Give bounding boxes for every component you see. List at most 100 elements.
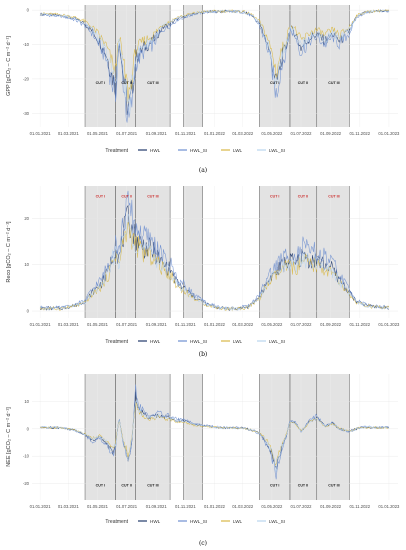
y-axis-label: Reco [gCO₂ – C m⁻² d⁻¹]	[6, 221, 12, 283]
legend-entry: LWL_SI	[269, 519, 285, 524]
shaded-range	[183, 186, 203, 318]
x-tick-label: 01.07.2021	[116, 504, 138, 509]
legend: Treatment HWL HWL_SI LWL LWL_SI	[105, 519, 285, 525]
shaded-range	[259, 374, 291, 500]
legend-entry: HWL_SI	[190, 148, 207, 153]
x-tick-label: 01.11.2021	[175, 131, 196, 136]
y-tick-label: 20	[24, 216, 29, 221]
shaded-range	[135, 374, 171, 500]
legend-entry: HWL	[150, 519, 161, 524]
x-tick-label: 01.05.2022	[261, 322, 283, 327]
shaded-range	[290, 5, 317, 127]
x-tick-label: 01.03.2021	[58, 322, 80, 327]
x-tick-label: 01.05.2021	[87, 131, 109, 136]
y-tick-label: -30	[23, 111, 30, 116]
cut-label: CUT II	[121, 81, 131, 85]
legend-title: Treatment	[105, 519, 128, 525]
series-line-lwl_si	[40, 213, 390, 312]
legend-entry: LWL	[233, 519, 243, 524]
cut-label: CUT I	[96, 81, 105, 85]
panel-caption: (c)	[199, 540, 207, 547]
y-tick-label: -20	[23, 76, 30, 81]
series-line-lwl_si	[40, 9, 390, 115]
panel-c: CUT I CUT II CUT III CUT I CUT II CUT III 10 0 -…	[6, 374, 400, 547]
cut-label: CUT I	[96, 483, 105, 487]
panel-caption: (b)	[199, 351, 208, 358]
cut-label: CUT I	[96, 195, 105, 199]
y-tick-label: 0	[27, 309, 30, 314]
x-tick-label: 01.09.2021	[146, 131, 168, 136]
panel-a: CUT I CUT II CUT III CUT I CUT II CUT III 0 -10…	[6, 5, 400, 174]
shaded-range	[316, 374, 350, 500]
shaded-range	[290, 186, 317, 318]
legend-title: Treatment	[105, 148, 128, 154]
shaded-range	[183, 5, 203, 127]
x-tick-label: 01.09.2022	[320, 131, 342, 136]
y-tick-label: -10	[23, 454, 30, 459]
series-line-lwl	[40, 9, 390, 103]
x-tick-label: 01.01.2022	[204, 131, 226, 136]
x-tick-label: 01.03.2021	[58, 131, 80, 136]
cut-label: CUT II	[121, 483, 131, 487]
legend-title: Treatment	[105, 339, 128, 345]
y-tick-label: -10	[23, 42, 30, 47]
cut-label: CUT I	[270, 195, 279, 199]
x-tick-label: 01.09.2021	[146, 504, 168, 509]
x-tick-label: 01.05.2021	[87, 322, 109, 327]
x-tick-label: 01.11.2022	[349, 322, 370, 327]
cut-label: CUT II	[298, 195, 308, 199]
legend-entry: LWL	[233, 339, 243, 344]
x-tick-label: 01.11.2021	[175, 504, 196, 509]
cut-label: CUT III	[147, 195, 158, 199]
x-tick-label: 01.01.2021	[30, 131, 52, 136]
x-tick-label: 01.05.2022	[261, 504, 283, 509]
cut-label: CUT II	[298, 483, 308, 487]
legend-entry: LWL_SI	[269, 148, 285, 153]
x-tick-label: 01.07.2021	[116, 131, 138, 136]
shaded-range	[183, 374, 203, 500]
x-tick-label: 01.01.2022	[204, 504, 226, 509]
shaded-range	[115, 186, 136, 318]
cut-label: CUT III	[328, 195, 339, 199]
x-tick-label: 01.07.2021	[116, 322, 138, 327]
x-tick-label: 01.01.2023	[378, 504, 400, 509]
legend-entry: HWL	[150, 148, 161, 153]
legend: Treatment HWL HWL_SI LWL LWL_SI	[105, 148, 285, 154]
shaded-range	[259, 186, 291, 318]
legend-entry: HWL_SI	[190, 519, 207, 524]
x-tick-label: 01.09.2022	[320, 504, 342, 509]
legend-entry: LWL_SI	[269, 339, 285, 344]
x-tick-label: 01.09.2021	[146, 322, 168, 327]
cut-label: CUT III	[147, 81, 158, 85]
series-line-lwl_si	[40, 399, 390, 473]
x-tick-label: 01.11.2022	[349, 131, 370, 136]
x-tick-label: 01.01.2023	[378, 131, 400, 136]
x-tick-label: 01.01.2021	[30, 322, 52, 327]
panel-caption: (a)	[199, 167, 207, 174]
x-tick-label: 01.03.2022	[232, 131, 254, 136]
panel-b: CUT I CUT II CUT III CUT I CUT II CUT III 0 10 2…	[6, 186, 400, 358]
x-tick-label: 01.11.2022	[349, 504, 370, 509]
x-tick-label: 01.11.2021	[175, 322, 196, 327]
y-tick-label: 0	[27, 426, 30, 431]
cut-label: CUT I	[270, 81, 279, 85]
x-tick-label: 01.03.2022	[232, 504, 254, 509]
x-tick-label: 01.05.2022	[261, 131, 283, 136]
shaded-range	[316, 5, 350, 127]
cut-label: CUT III	[328, 81, 339, 85]
series-line-hwl	[40, 204, 389, 311]
x-tick-label: 01.07.2022	[291, 131, 313, 136]
y-tick-label: 0	[27, 8, 30, 13]
x-tick-label: 01.01.2021	[30, 504, 52, 509]
x-tick-label: 01.01.2022	[204, 322, 226, 327]
x-tick-label: 01.09.2022	[320, 322, 342, 327]
y-axis-label: GPP [gCO₂ – C m⁻² d⁻¹]	[6, 36, 12, 96]
legend-entry: HWL_SI	[190, 339, 207, 344]
shaded-range	[290, 374, 317, 500]
shaded-range	[135, 186, 171, 318]
x-tick-label: 01.03.2021	[58, 504, 80, 509]
cut-label: CUT III	[147, 483, 158, 487]
shaded-range	[316, 186, 350, 318]
x-tick-label: 01.05.2021	[87, 504, 109, 509]
